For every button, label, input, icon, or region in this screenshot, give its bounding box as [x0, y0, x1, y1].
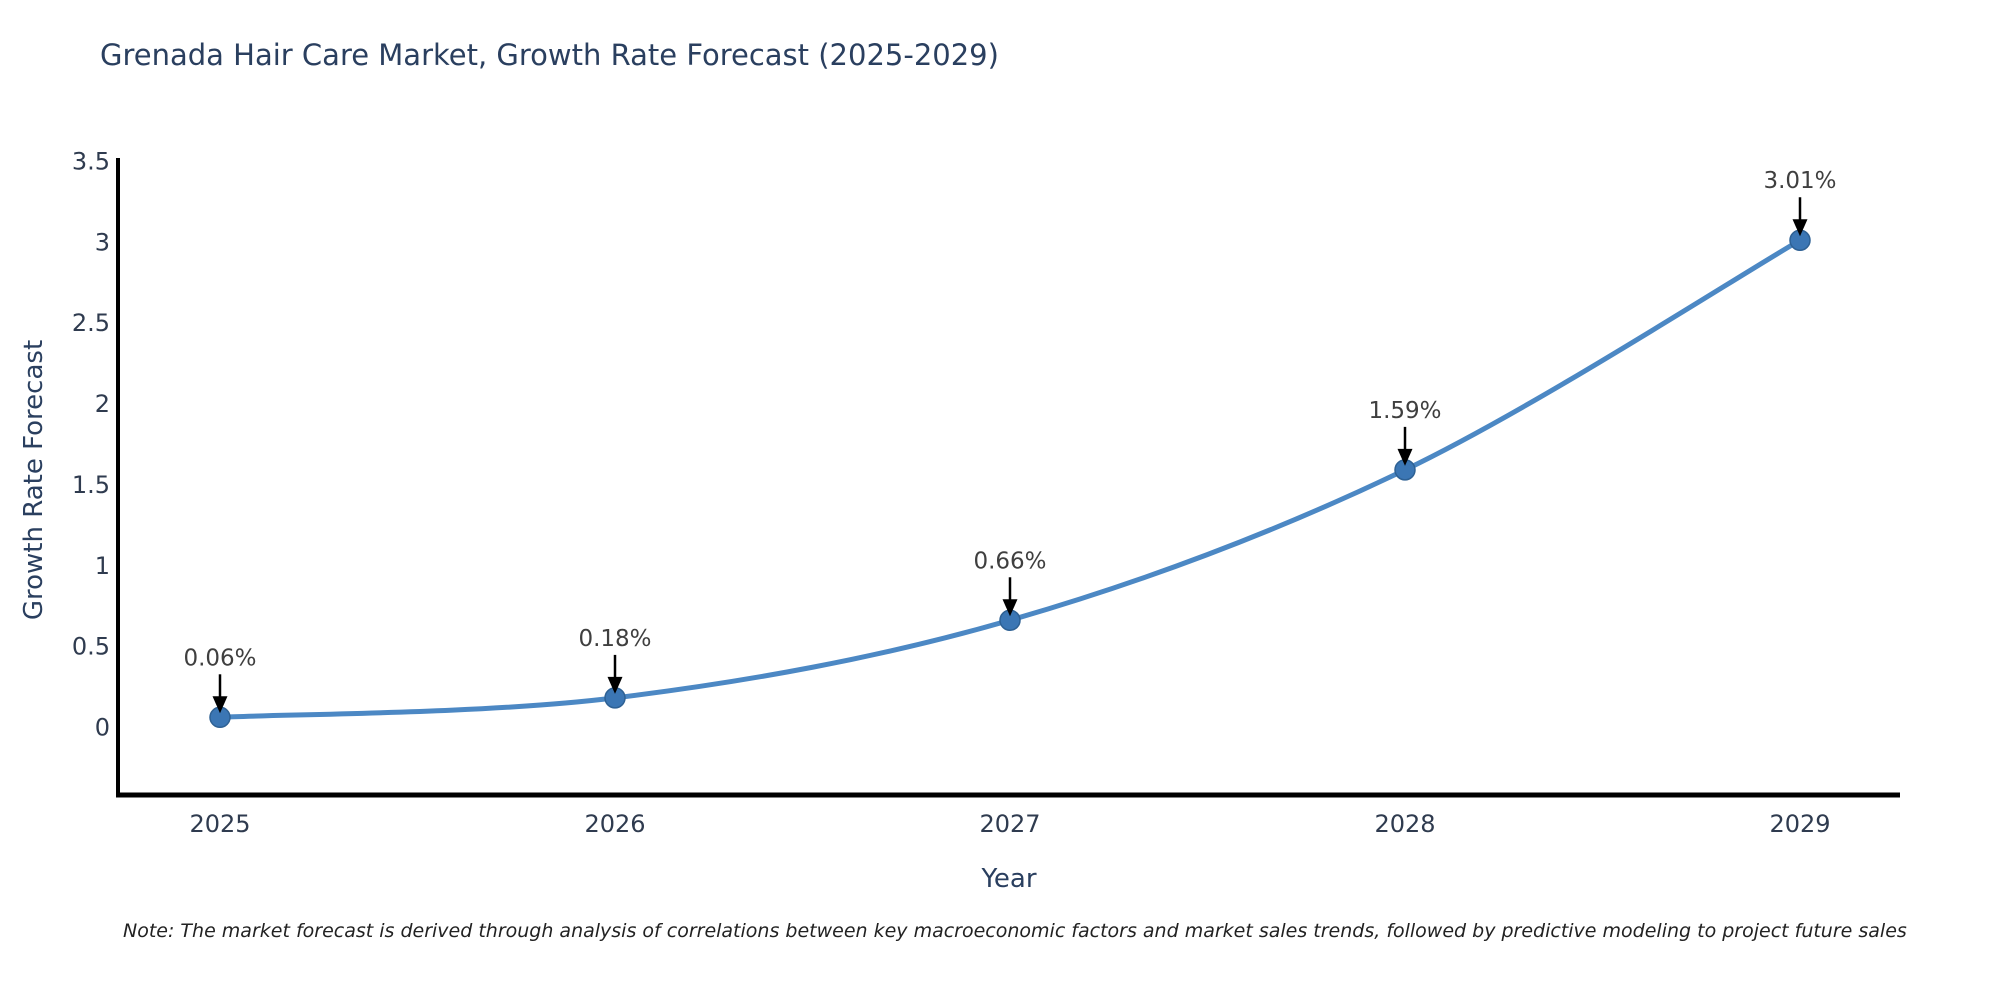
y-tick-label: 0.5: [72, 633, 110, 661]
x-tick-labels: 2025 2026 2027 2028 2029: [189, 810, 1830, 838]
y-tick-label: 3: [95, 228, 110, 256]
y-tick-label: 3.5: [72, 148, 110, 176]
point-value-label: 1.59%: [1368, 398, 1441, 424]
y-tick-labels: 0 0.5 1 1.5 2 2.5 3 3.5: [72, 148, 110, 742]
y-axis-title: Growth Rate Forecast: [19, 340, 49, 620]
y-tick-label: 2.5: [72, 309, 110, 337]
y-tick-label: 1.5: [72, 471, 110, 499]
y-tick-label: 0: [95, 714, 110, 742]
point-value-label: 0.66%: [973, 548, 1046, 574]
x-tick-label: 2026: [584, 810, 645, 838]
x-tick-label: 2025: [189, 810, 250, 838]
series-line: [217, 237, 1803, 720]
annotation-arrow-head-icon: [1792, 219, 1808, 237]
annotation-arrow-head-icon: [212, 696, 228, 714]
x-tick-label: 2027: [979, 810, 1040, 838]
data-point-markers: [209, 229, 1811, 729]
point-value-label: 0.18%: [578, 626, 651, 652]
y-tick-label: 1: [95, 552, 110, 580]
x-tick-label: 2029: [1769, 810, 1830, 838]
point-annotations: 0.06% 0.18% 0.66% 1.59% 3.01%: [183, 168, 1837, 714]
footnote: Note: The market forecast is derived thr…: [123, 920, 1907, 942]
annotation-arrow-head-icon: [1002, 599, 1018, 617]
annotation-arrow-head-icon: [1397, 448, 1413, 466]
x-axis-title: Year: [980, 864, 1036, 894]
annotation-arrow-head-icon: [607, 676, 623, 694]
point-value-label: 3.01%: [1763, 168, 1836, 194]
point-value-label: 0.06%: [183, 645, 256, 671]
y-tick-label: 2: [95, 390, 110, 418]
chart-title: Grenada Hair Care Market, Growth Rate Fo…: [100, 38, 999, 72]
x-tick-label: 2028: [1374, 810, 1435, 838]
